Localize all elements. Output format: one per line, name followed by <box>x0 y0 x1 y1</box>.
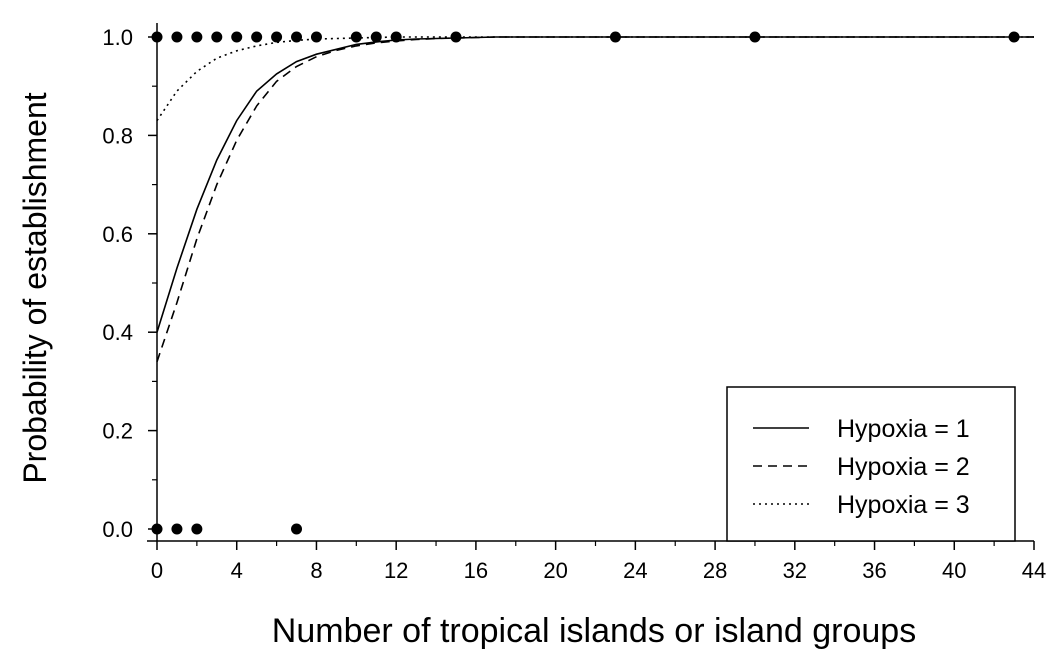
legend-label: Hypoxia = 3 <box>837 491 970 519</box>
y-tick-label: 1.0 <box>102 25 133 50</box>
data-point <box>251 31 263 43</box>
data-point <box>151 523 163 535</box>
data-point <box>191 31 203 43</box>
series-line-dashed <box>156 36 1034 362</box>
data-point <box>271 31 283 43</box>
x-tick-label: 0 <box>151 558 163 583</box>
data-point <box>310 31 322 43</box>
y-tick-label: 0.8 <box>102 123 133 148</box>
legend-box <box>726 386 1016 542</box>
x-tick-label: 12 <box>384 558 408 583</box>
data-point <box>450 31 462 43</box>
data-point <box>291 31 303 43</box>
series-line-dotted <box>156 36 1034 122</box>
legend-label: Hypoxia = 2 <box>837 453 970 481</box>
data-point <box>211 31 223 43</box>
data-point <box>390 31 402 43</box>
x-tick-label: 24 <box>623 558 647 583</box>
data-point <box>749 31 761 43</box>
y-tick-label: 0.2 <box>102 419 133 444</box>
data-point <box>231 31 243 43</box>
x-tick-label: 4 <box>231 558 243 583</box>
x-tick-label: 8 <box>310 558 322 583</box>
x-axis-title: Number of tropical islands or island gro… <box>272 612 916 650</box>
x-tick-label: 44 <box>1022 558 1046 583</box>
plot-marks <box>151 31 1034 535</box>
series-line-solid <box>156 36 1034 333</box>
x-tick-label: 28 <box>703 558 727 583</box>
y-tick-label: 0.0 <box>102 517 133 542</box>
axes: 0 4 8 12 16 20 24 28 32 36 40 44 0.0 0.2 0.4 0.6 0.8 1.0 <box>102 23 1046 583</box>
y-tick-label: 0.6 <box>102 222 133 247</box>
data-point <box>191 523 203 535</box>
data-point <box>350 31 362 43</box>
y-axis-title: Probability of establishment <box>17 92 53 483</box>
data-point <box>1008 31 1020 43</box>
legend: Hypoxia = 1 Hypoxia = 2 Hypoxia = 3 <box>726 386 1016 542</box>
data-point <box>370 31 382 43</box>
x-tick-label: 36 <box>862 558 886 583</box>
legend-label: Hypoxia = 1 <box>837 415 970 443</box>
x-tick-label: 16 <box>464 558 488 583</box>
data-point <box>609 31 621 43</box>
y-tick-label: 0.4 <box>102 320 133 345</box>
x-tick-label: 40 <box>942 558 966 583</box>
x-tick-label: 32 <box>783 558 807 583</box>
x-tick-label: 20 <box>543 558 567 583</box>
data-point <box>291 523 303 535</box>
data-point <box>171 523 183 535</box>
data-point <box>151 31 163 43</box>
data-point <box>171 31 183 43</box>
